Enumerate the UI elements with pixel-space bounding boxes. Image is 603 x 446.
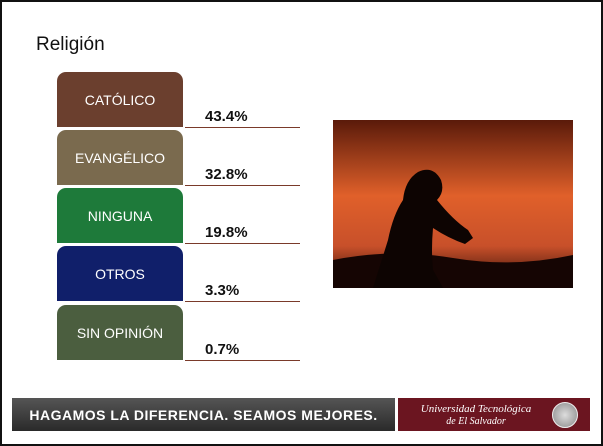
percent-label: 0.7% [205, 341, 239, 358]
seal [552, 402, 578, 428]
photo [333, 120, 573, 288]
underline [185, 301, 300, 302]
university-name: Universidad Tecnológica [406, 403, 546, 415]
university-place: de El Salvador [406, 416, 546, 427]
percent-label: 3.3% [205, 282, 239, 299]
category-box: OTROS [57, 246, 183, 301]
underline [185, 243, 300, 244]
category-box: SIN OPINIÓN [57, 305, 183, 360]
category-box: CATÓLICO [57, 72, 183, 127]
slogan-banner: HAGAMOS LA DIFERENCIA. SEAMOS MEJORES. [12, 398, 395, 431]
category-box: NINGUNA [57, 188, 183, 243]
underline [185, 127, 300, 128]
title: Religión [36, 34, 105, 56]
underline [185, 185, 300, 186]
percent-label: 43.4% [205, 108, 248, 125]
percent-label: 19.8% [205, 224, 248, 241]
underline [185, 360, 300, 361]
slide: Religión CATÓLICO 43.4% EVANGÉLICO 32.8% NIN… [0, 0, 603, 446]
category-box: EVANGÉLICO [57, 130, 183, 185]
percent-label: 32.8% [205, 166, 248, 183]
university-logo: Universidad Tecnológica de El Salvador [398, 398, 590, 431]
